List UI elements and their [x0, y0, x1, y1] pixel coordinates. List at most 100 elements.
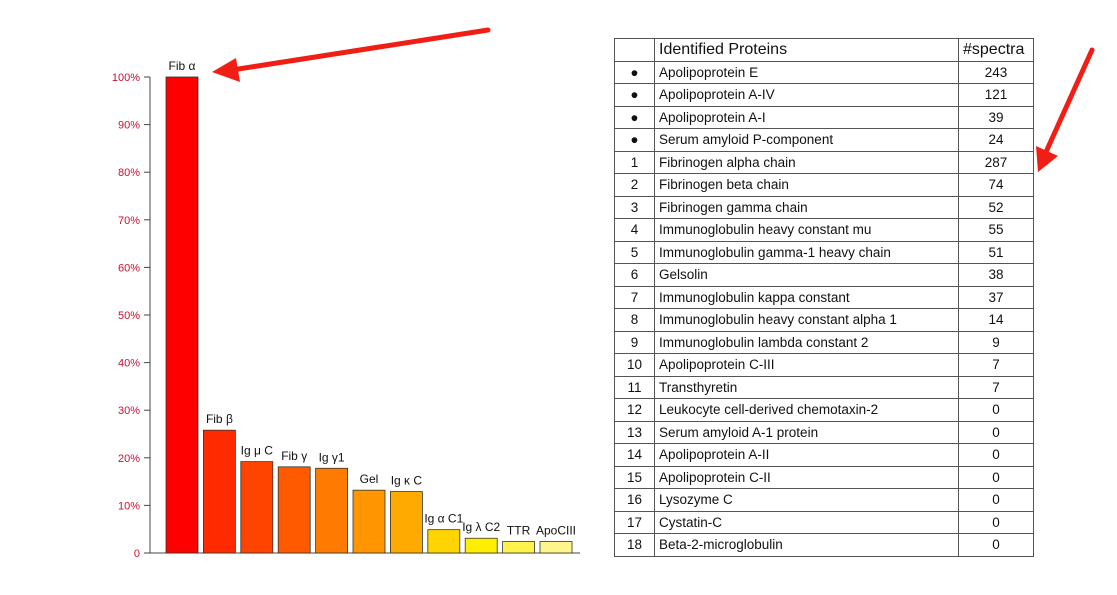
header-spectra: #spectra: [958, 38, 1034, 62]
bar-label: Ig μ C: [241, 444, 274, 458]
spectra-count: 14: [958, 308, 1034, 332]
table-row: 11 Transthyretin 7: [614, 375, 1034, 399]
y-tick-label: 50%: [118, 310, 140, 322]
protein-name: Fibrinogen gamma chain: [654, 195, 959, 219]
spectra-count: 243: [958, 60, 1034, 84]
protein-name: Apolipoprotein C-II: [654, 465, 959, 489]
bar-label: ApoCIII: [536, 524, 576, 538]
identified-proteins-table: Identified Proteins #spectra ● Apolipopro…: [614, 38, 1034, 557]
table-row: 3 Fibrinogen gamma chain 52: [614, 195, 1034, 219]
table-row: 18 Beta-2-microglobulin 0: [614, 533, 1034, 557]
row-index: 6: [614, 263, 655, 287]
bar: [202, 429, 236, 554]
table-row: 17 Cystatin-C 0: [614, 510, 1034, 534]
protein-name: Apolipoprotein A-IV: [654, 83, 959, 107]
table-header-row: Identified Proteins #spectra: [614, 38, 1034, 62]
bar: [277, 466, 311, 554]
y-tick-label: 30%: [118, 405, 140, 417]
row-index: 12: [614, 398, 655, 422]
arrow-to-fibrinogen-alpha-row: [1036, 47, 1095, 172]
protein-name: Immunoglobulin heavy constant mu: [654, 218, 959, 242]
protein-name: Leukocyte cell-derived chemotaxin-2: [654, 398, 959, 422]
spectra-count: 0: [958, 443, 1034, 467]
table-row: 12 Leukocyte cell-derived chemotaxin-2 0: [614, 398, 1034, 422]
y-tick-label: 70%: [118, 215, 140, 227]
protein-name: Apolipoprotein C-III: [654, 353, 959, 377]
bar-label: Fib γ: [281, 449, 307, 463]
bar-chart: 010%20%30%40%50%60%70%80%90%100% Fib αFi…: [112, 59, 580, 560]
bar-labels: Fib α Fib β Ig μ C Fib γ Ig γ1 Gel Ig κ C Ig α …: [169, 59, 576, 538]
row-index: ●: [614, 128, 655, 152]
bar: [165, 76, 199, 554]
spectra-count: 7: [958, 353, 1034, 377]
row-index: ●: [614, 105, 655, 129]
arrow-head: [1036, 146, 1058, 172]
bar-label: Ig α C1: [424, 512, 463, 526]
bar-label: Gel: [360, 472, 379, 486]
spectra-count: 55: [958, 218, 1034, 242]
row-index: 5: [614, 240, 655, 264]
arrow-shaft: [1043, 47, 1095, 155]
table-row: 8 Immunoglobulin heavy constant alpha 1 14: [614, 308, 1034, 332]
bar-label: Ig λ C2: [462, 520, 500, 534]
protein-name: Immunoglobulin kappa constant: [654, 285, 959, 309]
y-tick-label: 60%: [118, 262, 140, 274]
spectra-count: 0: [958, 398, 1034, 422]
table-row: 10 Apolipoprotein C-III 7: [614, 353, 1034, 377]
y-tick-label: 20%: [118, 453, 140, 465]
table-row: 13 Serum amyloid A-1 protein 0: [614, 420, 1034, 444]
row-index: 15: [614, 465, 655, 489]
table-row: 6 Gelsolin 38: [614, 263, 1034, 287]
row-index: 16: [614, 488, 655, 512]
table-row: ● Apolipoprotein A-IV 121: [614, 83, 1034, 107]
table-row: 15 Apolipoprotein C-II 0: [614, 465, 1034, 489]
spectra-count: 38: [958, 263, 1034, 287]
bar-label: Fib β: [206, 412, 233, 426]
protein-name: Immunoglobulin gamma-1 heavy chain: [654, 240, 959, 264]
protein-name: Cystatin-C: [654, 510, 959, 534]
bar: [502, 541, 536, 554]
table-row: ● Apolipoprotein E 243: [614, 60, 1034, 84]
bars: [165, 76, 573, 554]
row-index: 13: [614, 420, 655, 444]
protein-name: Beta-2-microglobulin: [654, 533, 959, 557]
bar-label: Fib α: [169, 59, 196, 73]
bar-label: Ig κ C: [391, 474, 423, 488]
row-index: 11: [614, 375, 655, 399]
y-axis: 0 10% 20% 30% 40% 50% 60% 70% 80% 90% 100%: [112, 72, 580, 560]
y-tick-label: 100%: [112, 72, 140, 84]
protein-name: Fibrinogen alpha chain: [654, 150, 959, 174]
bar: [352, 489, 386, 554]
spectra-count: 74: [958, 173, 1034, 197]
row-index: 9: [614, 330, 655, 354]
protein-name: Serum amyloid P-component: [654, 128, 959, 152]
bar: [315, 467, 349, 554]
table-row: ● Serum amyloid P-component 24: [614, 128, 1034, 152]
row-index: 3: [614, 195, 655, 219]
bar: [389, 491, 423, 554]
spectra-count: 52: [958, 195, 1034, 219]
bar: [539, 541, 573, 554]
spectra-count: 24: [958, 128, 1034, 152]
bar: [464, 537, 498, 554]
spectra-count: 39: [958, 105, 1034, 129]
bar: [240, 461, 274, 554]
table-row: 14 Apolipoprotein A-II 0: [614, 443, 1034, 467]
protein-name: Apolipoprotein A-I: [654, 105, 959, 129]
y-tick-label: 0: [134, 548, 140, 560]
spectra-count: 0: [958, 533, 1034, 557]
protein-name: Lysozyme C: [654, 488, 959, 512]
spectra-count: 0: [958, 420, 1034, 444]
protein-name: Serum amyloid A-1 protein: [654, 420, 959, 444]
spectra-count: 0: [958, 510, 1034, 534]
row-index: 18: [614, 533, 655, 557]
row-index: 8: [614, 308, 655, 332]
row-index: 17: [614, 510, 655, 534]
table-row: 2 Fibrinogen beta chain 74: [614, 173, 1034, 197]
row-index: 1: [614, 150, 655, 174]
table-row: ● Apolipoprotein A-I 39: [614, 105, 1034, 129]
bar: [427, 529, 461, 554]
y-tick-label: 90%: [118, 120, 140, 132]
